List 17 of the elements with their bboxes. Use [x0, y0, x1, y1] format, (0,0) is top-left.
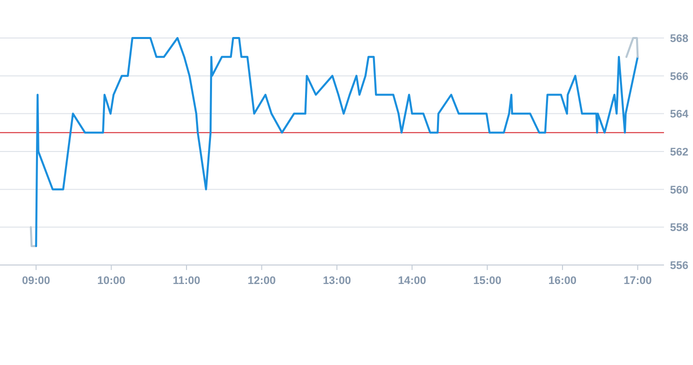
x-tick-label: 16:00 [548, 275, 577, 287]
x-tick-label: 09:00 [22, 275, 50, 287]
x-tick-label: 14:00 [398, 275, 426, 287]
y-tick-label: 556 [670, 260, 688, 272]
x-tick-label: 15:00 [473, 275, 502, 287]
y-tick-label: 558 [670, 222, 688, 234]
x-tick-label: 12:00 [248, 275, 276, 287]
x-tick-label: 17:00 [624, 275, 652, 287]
line-series [35, 37, 639, 248]
y-tick-label: 568 [670, 33, 688, 45]
y-tick-label: 562 [670, 146, 688, 158]
x-tick-label: 10:00 [97, 275, 126, 287]
y-tick-label: 566 [670, 70, 688, 83]
x-tick-label: 13:00 [322, 275, 351, 287]
x-tick-label: 11:00 [172, 275, 200, 287]
y-tick-label: 564 [670, 108, 690, 121]
y-tick-label: 560 [670, 184, 688, 196]
